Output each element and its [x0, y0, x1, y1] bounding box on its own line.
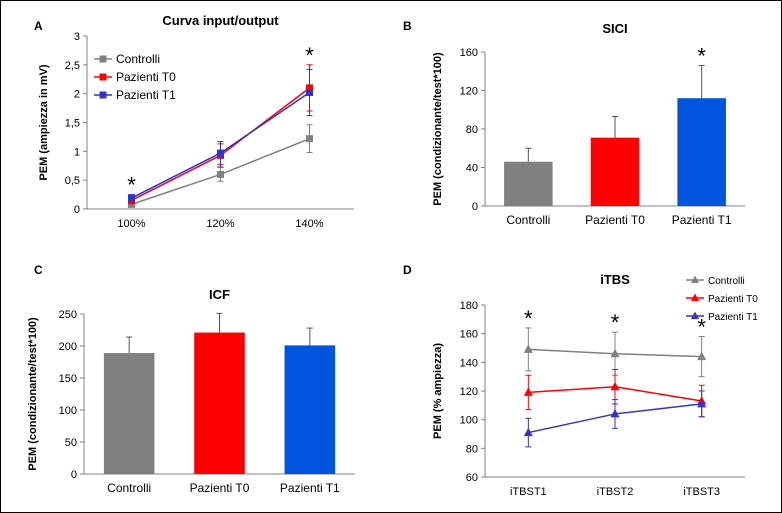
y-tick-label: 250	[59, 309, 77, 321]
x-tick-label: iTBST2	[597, 486, 634, 498]
legend-swatch-marker	[691, 275, 699, 283]
data-point	[306, 135, 313, 143]
chart-title: iTBS	[600, 272, 630, 287]
legend-label: Controlli	[708, 276, 745, 287]
x-tick-label: Pazienti T1	[672, 213, 732, 227]
data-point	[523, 344, 533, 353]
bar	[504, 161, 553, 206]
data-point	[610, 381, 620, 391]
x-tick-label: 120%	[206, 218, 234, 230]
significance-star: *	[305, 43, 314, 68]
significance-star: *	[611, 310, 620, 335]
y-tick-label: 2,5	[65, 60, 80, 72]
y-axis-label: PEM (condizionante/test*100)	[27, 317, 39, 471]
legend-swatch-marker	[99, 55, 107, 63]
legend-swatch-marker	[691, 293, 699, 301]
chart-title: SICI	[602, 21, 627, 36]
legend-label: Controlli	[116, 52, 160, 66]
y-tick-label: 40	[466, 163, 478, 175]
y-tick-label: 120	[460, 86, 478, 98]
y-tick-label: 160	[460, 329, 478, 341]
y-tick-label: 50	[65, 437, 77, 449]
y-tick-label: 2	[74, 89, 80, 101]
x-tick-label: Pazienti T0	[585, 213, 645, 227]
y-tick-label: 60	[466, 472, 478, 484]
legend-label: Pazienti T1	[116, 88, 176, 102]
y-tick-label: 120	[460, 386, 478, 398]
panel-letter-a: A	[34, 19, 43, 33]
y-tick-label: 150	[59, 373, 77, 385]
data-point	[697, 351, 707, 361]
data-point	[523, 427, 533, 437]
data-point	[128, 200, 135, 208]
y-tick-label: 160	[460, 47, 478, 59]
y-axis-label: PEM (condizionante/test*100)	[432, 52, 444, 206]
legend-label: Pazienti T0	[116, 70, 176, 84]
data-point	[610, 408, 620, 418]
x-tick-label: Controlli	[107, 481, 151, 495]
data-point	[217, 170, 224, 178]
y-tick-label: 80	[466, 443, 478, 455]
y-tick-label: 100	[59, 405, 77, 417]
chart-title: ICF	[209, 287, 230, 302]
x-tick-label: iTBST3	[683, 486, 720, 498]
data-point	[697, 398, 707, 408]
y-tick-label: 0	[74, 204, 80, 216]
y-tick-label: 1,5	[65, 118, 80, 130]
data-point	[610, 348, 620, 358]
y-axis-label: PEM (ampiezza in mV)	[38, 64, 50, 180]
panel-letter-c: C	[34, 263, 43, 277]
significance-star: *	[697, 315, 706, 340]
x-tick-label: Pazienti T1	[280, 481, 340, 495]
x-tick-label: 140%	[295, 218, 323, 230]
data-point	[217, 149, 224, 157]
x-tick-label: Controlli	[506, 213, 550, 227]
x-tick-label: Pazienti T0	[190, 481, 250, 495]
data-point	[128, 194, 135, 202]
data-point	[306, 89, 313, 97]
y-tick-label: 140	[460, 357, 478, 369]
legend-swatch-marker	[691, 311, 699, 319]
panel-letter-b: B	[403, 19, 412, 33]
significance-star: *	[697, 43, 706, 68]
legend-swatch-marker	[99, 73, 107, 81]
legend-swatch-marker	[99, 91, 107, 99]
bar	[194, 332, 245, 474]
x-tick-label: 100%	[117, 218, 145, 230]
x-tick-label: iTBST1	[510, 486, 547, 498]
data-point	[523, 387, 533, 396]
significance-star: *	[524, 306, 533, 331]
legend-label: Pazienti T1	[708, 312, 758, 323]
bar	[103, 353, 155, 474]
bar	[677, 98, 726, 206]
y-tick-label: 1	[74, 146, 80, 158]
panel-letter-d: D	[403, 263, 412, 277]
legend-label: Pazienti T0	[708, 294, 758, 305]
y-tick-label: 0	[472, 201, 478, 213]
y-axis-label: PEM (% ampiezza)	[432, 343, 444, 439]
y-tick-label: 180	[460, 300, 478, 312]
bar	[284, 345, 336, 474]
y-tick-label: 3	[74, 31, 80, 43]
y-tick-label: 0	[71, 469, 77, 481]
y-tick-label: 80	[466, 124, 478, 136]
y-tick-label: 100	[460, 415, 478, 427]
significance-star: *	[127, 173, 136, 198]
chart-title: Curva input/output	[162, 13, 279, 28]
bar	[590, 137, 640, 206]
y-tick-label: 0,5	[65, 175, 80, 187]
y-tick-label: 200	[59, 341, 77, 353]
